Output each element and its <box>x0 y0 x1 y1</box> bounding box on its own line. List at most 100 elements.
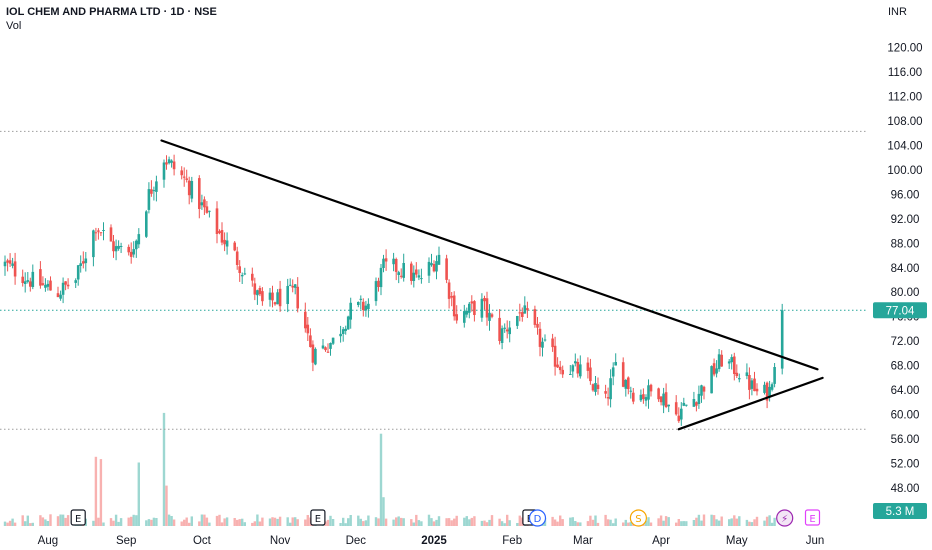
price-tick-label: 104.00 <box>887 140 922 152</box>
time-axis[interactable]: Aug Sep Oct Nov Dec 2025 Feb Mar Apr May Jun <box>38 535 825 547</box>
volume-bar <box>382 497 385 526</box>
volume-bar <box>342 517 345 526</box>
event-marker-dividend[interactable]: D <box>528 509 547 527</box>
volume-bar <box>677 519 680 526</box>
candle <box>591 383 595 392</box>
volume-bar <box>604 514 607 526</box>
trendline-lower[interactable] <box>677 376 824 431</box>
volume-bar <box>135 515 138 526</box>
event-marker-earnings[interactable]: E <box>70 509 86 526</box>
time-tick-label: Mar <box>573 535 593 547</box>
candle <box>682 397 686 407</box>
volume-bar <box>306 515 309 526</box>
candle <box>344 325 347 335</box>
volume-bar <box>445 518 448 526</box>
candle <box>606 387 610 406</box>
candle <box>31 264 35 290</box>
candle <box>129 242 133 264</box>
volume-bar <box>395 517 398 526</box>
volume-bar <box>675 522 678 526</box>
candle <box>702 385 706 400</box>
candle <box>647 379 650 409</box>
candle <box>170 159 173 168</box>
candle <box>432 260 436 273</box>
price-tick-label: 112.00 <box>888 92 922 104</box>
volume-bar <box>503 523 506 526</box>
volume-bar <box>238 519 241 526</box>
volume-bar <box>203 514 206 526</box>
candle <box>94 227 98 241</box>
volume-bar <box>745 519 749 526</box>
candle <box>594 376 597 396</box>
price-axis[interactable]: 120.00 116.00 112.00 108.00 104.00 100.00 96.0… <box>887 43 922 520</box>
candle <box>712 358 716 377</box>
candle <box>359 295 363 310</box>
volume-bar <box>488 519 491 526</box>
candle <box>357 301 360 308</box>
volume-bar <box>753 519 756 526</box>
volume-bar <box>377 518 380 526</box>
volume-bar <box>622 522 625 526</box>
volume-bar <box>180 521 183 526</box>
svg-text:77.04: 77.04 <box>886 305 915 317</box>
candle <box>715 360 718 378</box>
candle <box>624 378 628 397</box>
candle <box>526 301 529 318</box>
candle <box>680 402 683 426</box>
volume-bar <box>165 485 168 526</box>
candle <box>321 339 325 350</box>
trendline-upper[interactable] <box>160 139 819 371</box>
candle <box>692 391 696 407</box>
volume-bar <box>241 518 244 526</box>
volume-bar <box>150 519 153 526</box>
candle <box>717 349 721 372</box>
event-marker-earnings[interactable]: E <box>804 509 821 526</box>
volume-bar <box>167 514 171 526</box>
candle <box>162 159 166 188</box>
event-marker-split[interactable]: S <box>629 509 648 527</box>
candle <box>49 276 52 291</box>
candle <box>382 254 385 273</box>
volume-bar <box>612 523 615 526</box>
volume-bar <box>44 519 47 526</box>
volume-bar <box>261 517 264 526</box>
price-tick-label: 64.00 <box>891 385 920 397</box>
volume-bar <box>190 516 193 526</box>
price-tick-label: 56.00 <box>891 434 920 446</box>
event-markers[interactable]: EEEDS⚡E <box>70 509 821 527</box>
volume-bar <box>218 514 221 526</box>
volume-bar <box>712 515 716 526</box>
event-marker-earnings[interactable]: E <box>310 509 326 526</box>
event-marker-flash[interactable]: ⚡ <box>776 509 794 527</box>
candle <box>364 300 368 317</box>
candle <box>733 352 736 381</box>
candle <box>324 346 327 352</box>
time-tick-label: Oct <box>193 535 212 547</box>
volume-bar <box>344 523 347 526</box>
volume-bar <box>465 516 468 526</box>
svg-text:5.3 M: 5.3 M <box>886 506 915 518</box>
volume-bar <box>680 521 683 526</box>
candle <box>243 267 247 276</box>
candle <box>198 175 201 219</box>
candle <box>543 334 547 342</box>
candle <box>614 353 617 366</box>
price-tick-label: 84.00 <box>891 263 920 275</box>
volume-bar <box>39 515 42 526</box>
candle <box>710 365 713 394</box>
candle <box>253 277 257 301</box>
candle <box>278 280 282 312</box>
volume-bar <box>31 522 34 526</box>
volume-bars <box>3 412 784 526</box>
svg-text:E: E <box>315 514 321 525</box>
volume-bar <box>41 517 45 526</box>
volume-bar <box>11 518 14 526</box>
candle <box>46 280 50 291</box>
volume-bar <box>208 522 211 526</box>
candle <box>61 277 65 304</box>
candle <box>399 268 403 279</box>
candle <box>483 295 486 310</box>
volume-bar <box>700 520 703 526</box>
candle <box>473 300 476 322</box>
